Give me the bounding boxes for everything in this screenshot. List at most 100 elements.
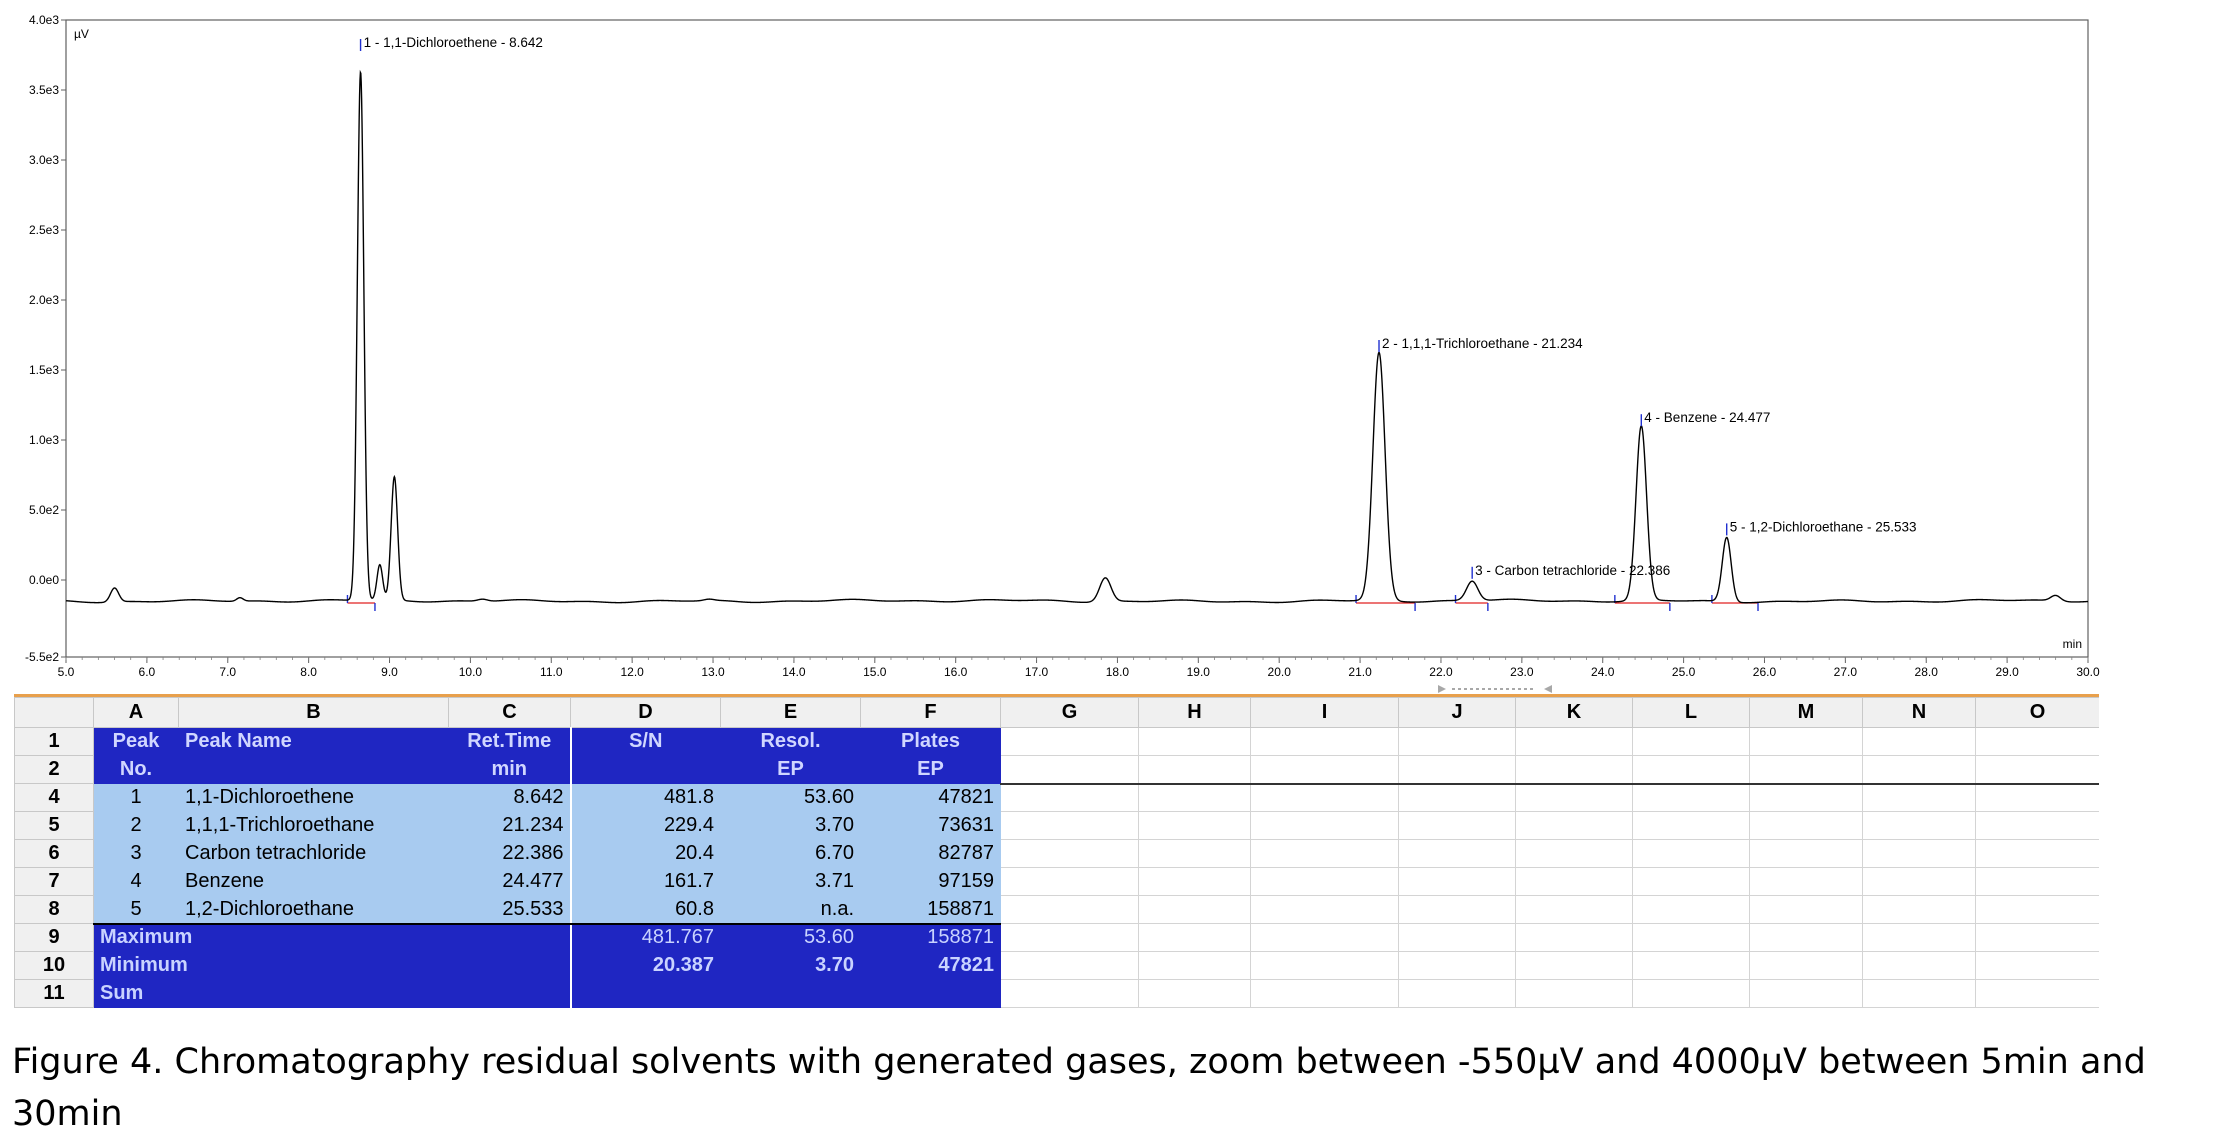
cell[interactable]	[1250, 951, 1399, 980]
cell[interactable]	[1632, 951, 1750, 980]
cell-ret-time[interactable]: 21.234	[448, 811, 572, 840]
cell-ret-time[interactable]: 24.477	[448, 867, 572, 896]
cell[interactable]	[1250, 811, 1399, 840]
cell[interactable]	[1749, 951, 1863, 980]
cell[interactable]	[1862, 783, 1976, 812]
row-header[interactable]: 11	[14, 979, 94, 1008]
col-header-g[interactable]: G	[1000, 697, 1139, 728]
cell[interactable]	[1632, 895, 1750, 924]
header-cell-sn[interactable]: S/N	[570, 727, 721, 756]
cell[interactable]	[1000, 755, 1139, 785]
cell[interactable]	[1250, 839, 1399, 868]
summary-sn[interactable]: 20.387	[570, 951, 721, 980]
summary-resol[interactable]	[720, 979, 861, 1008]
col-header-d[interactable]: D	[570, 697, 721, 728]
cell[interactable]	[1138, 727, 1251, 756]
col-header-n[interactable]: N	[1862, 697, 1976, 728]
cell-peak-no[interactable]: 1	[93, 783, 179, 812]
summary-resol[interactable]: 3.70	[720, 951, 861, 980]
cell[interactable]	[1749, 811, 1863, 840]
cell[interactable]	[1975, 867, 2099, 896]
summary-resol[interactable]: 53.60	[720, 923, 861, 952]
cell-peak-name[interactable]: Benzene	[178, 867, 449, 896]
row-header[interactable]: 8	[14, 895, 94, 924]
col-header-e[interactable]: E	[720, 697, 861, 728]
cell[interactable]	[1000, 979, 1139, 1008]
x-scrollbar[interactable]	[1438, 685, 1552, 693]
cell[interactable]	[1138, 923, 1251, 952]
cell[interactable]	[1749, 783, 1863, 812]
cell-sn[interactable]: 60.8	[570, 895, 721, 925]
cell[interactable]	[1398, 839, 1516, 868]
row-header[interactable]: 5	[14, 811, 94, 840]
row-header[interactable]: 2	[14, 755, 94, 784]
cell[interactable]	[1515, 867, 1633, 896]
col-header-b[interactable]: B	[178, 697, 449, 728]
cell-plates[interactable]: 73631	[860, 811, 1001, 840]
cell[interactable]	[1975, 755, 2099, 785]
cell-plates[interactable]: 47821	[860, 783, 1001, 812]
cell-sn[interactable]: 229.4	[570, 811, 721, 840]
cell[interactable]	[1000, 839, 1139, 868]
cell[interactable]	[1398, 755, 1516, 785]
header-cell-resol[interactable]: Resol.	[720, 727, 861, 756]
row-header[interactable]: 1	[14, 727, 94, 756]
summary-sn[interactable]: 481.767	[570, 923, 721, 952]
cell[interactable]	[1749, 895, 1863, 924]
cell[interactable]	[1515, 951, 1633, 980]
cell[interactable]	[1862, 727, 1976, 756]
cell[interactable]	[1975, 811, 2099, 840]
cell[interactable]	[1000, 727, 1139, 756]
cell[interactable]	[1632, 867, 1750, 896]
summary-label-maximum[interactable]: Maximum	[93, 923, 572, 952]
header-cell-plates[interactable]: Plates	[860, 727, 1001, 756]
cell[interactable]	[1398, 783, 1516, 812]
cell[interactable]	[1398, 727, 1516, 756]
cell[interactable]	[1515, 895, 1633, 924]
cell[interactable]	[1000, 867, 1139, 896]
col-header-a[interactable]: A	[93, 697, 179, 728]
cell[interactable]	[1749, 839, 1863, 868]
summary-plates[interactable]	[860, 979, 1001, 1008]
cell[interactable]	[1398, 867, 1516, 896]
col-header-k[interactable]: K	[1515, 697, 1633, 728]
cell-peak-name[interactable]: 1,1,1-Trichloroethane	[178, 811, 449, 840]
cell-plates[interactable]: 97159	[860, 867, 1001, 896]
cell[interactable]	[1515, 811, 1633, 840]
cell[interactable]	[1975, 951, 2099, 980]
cell[interactable]	[1862, 755, 1976, 785]
cell[interactable]	[1632, 923, 1750, 952]
cell[interactable]	[1000, 951, 1139, 980]
cell[interactable]	[1975, 895, 2099, 924]
cell[interactable]	[1975, 783, 2099, 812]
cell[interactable]	[1632, 727, 1750, 756]
header-cell-ret-time-unit[interactable]: min	[448, 755, 572, 784]
cell[interactable]	[1515, 839, 1633, 868]
cell[interactable]	[1398, 895, 1516, 924]
cell-peak-no[interactable]: 5	[93, 895, 179, 925]
summary-plates[interactable]: 47821	[860, 951, 1001, 980]
scroll-right-arrow-icon[interactable]	[1544, 685, 1552, 693]
cell[interactable]	[1862, 979, 1976, 1008]
summary-plates[interactable]: 158871	[860, 923, 1001, 952]
cell[interactable]	[1250, 867, 1399, 896]
cell[interactable]	[1250, 727, 1399, 756]
cell-resol[interactable]: 53.60	[720, 783, 861, 812]
cell-peak-name[interactable]: Carbon tetrachloride	[178, 839, 449, 868]
cell-resol[interactable]: n.a.	[720, 895, 861, 925]
cell[interactable]	[1250, 895, 1399, 924]
cell[interactable]	[1749, 923, 1863, 952]
cell-peak-name[interactable]: 1,2-Dichloroethane	[178, 895, 449, 925]
cell[interactable]	[1138, 951, 1251, 980]
cell-peak-no[interactable]: 4	[93, 867, 179, 896]
cell-peak-no[interactable]: 2	[93, 811, 179, 840]
cell[interactable]	[1632, 783, 1750, 812]
col-header-o[interactable]: O	[1975, 697, 2099, 728]
cell[interactable]	[1515, 979, 1633, 1008]
cell-peak-no[interactable]: 3	[93, 839, 179, 868]
cell[interactable]	[1862, 951, 1976, 980]
cell[interactable]	[1975, 727, 2099, 756]
cell[interactable]	[1138, 783, 1251, 812]
col-header-j[interactable]: J	[1398, 697, 1516, 728]
cell-ret-time[interactable]: 8.642	[448, 783, 572, 812]
